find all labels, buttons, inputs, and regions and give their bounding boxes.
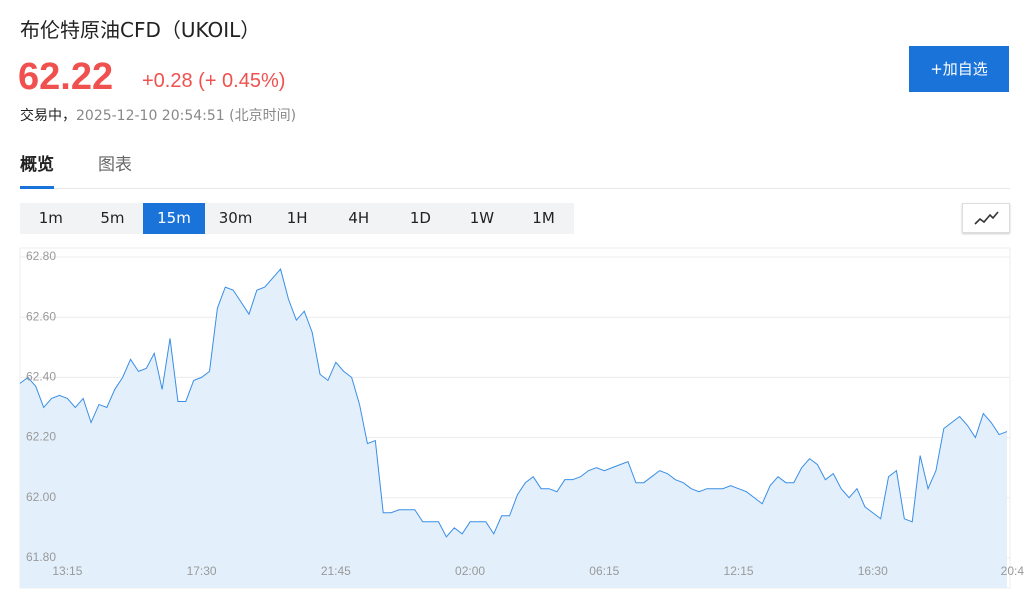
icon-stroke xyxy=(974,211,999,225)
chart: 61.80 62.00 62.20 62.40 62.60 62.80 13:15 17:30… xyxy=(19,247,1024,589)
y-tick-label: 62.80 xyxy=(26,249,56,263)
tab[interactable]: 图表 xyxy=(98,155,132,175)
interval-button[interactable]: 30m xyxy=(218,209,253,227)
interval-button[interactable]: 4H xyxy=(348,209,370,227)
area-fill xyxy=(20,269,1007,588)
interval-button[interactable]: 15m xyxy=(143,203,205,234)
x-tick-label: 17:30 xyxy=(187,564,217,578)
x-tick-label: 06:15 xyxy=(589,564,619,578)
x-tick-label: 21:45 xyxy=(321,564,351,578)
interval-button[interactable]: 1H xyxy=(286,209,308,227)
price: 62.22 xyxy=(18,56,114,98)
x-tick-label: 12:15 xyxy=(724,564,754,578)
line-icon xyxy=(974,211,999,225)
interval-button[interactable]: 5m xyxy=(100,209,125,227)
x-tick-label: 13:15 xyxy=(52,564,82,578)
chart-style-button[interactable] xyxy=(962,203,1010,233)
y-tick-label: 62.00 xyxy=(26,490,56,504)
trading-status: 交易中， xyxy=(20,108,76,124)
interval-bar: 1m 5m 15m 30m 1H 4H 1D 1W 1M xyxy=(20,203,575,234)
tabs: 概览 图表 xyxy=(20,150,1010,189)
y-tick-label: 62.40 xyxy=(26,370,56,384)
price-line xyxy=(19,268,1008,538)
timestamp: 2025-12-10 20:54:51 (北京时间) xyxy=(76,108,297,124)
x-tick-label: 16:30 xyxy=(858,564,888,578)
y-tick-label: 62.60 xyxy=(26,309,56,323)
status-line: 交易中，2025-12-10 20:54:51 (北京时间) xyxy=(20,105,296,125)
watch-button[interactable]: +加自选 xyxy=(909,46,1009,92)
interval-button[interactable]: 1M xyxy=(532,209,555,227)
tab[interactable]: 概览 xyxy=(20,150,54,189)
price-change: +0.28 (+ 0.45%) xyxy=(142,70,286,92)
interval-button[interactable]: 1W xyxy=(469,209,495,227)
y-tick-label: 62.20 xyxy=(26,430,56,444)
interval-button[interactable]: 1m xyxy=(38,209,63,227)
instrument-title: 布伦特原油CFD（UKOIL） xyxy=(20,18,261,42)
x-tick-label: 02:00 xyxy=(455,564,485,578)
y-tick-label: 61.80 xyxy=(26,550,56,564)
interval-button[interactable]: 1D xyxy=(409,209,431,227)
x-tick-label: 20:4 xyxy=(1001,564,1024,578)
